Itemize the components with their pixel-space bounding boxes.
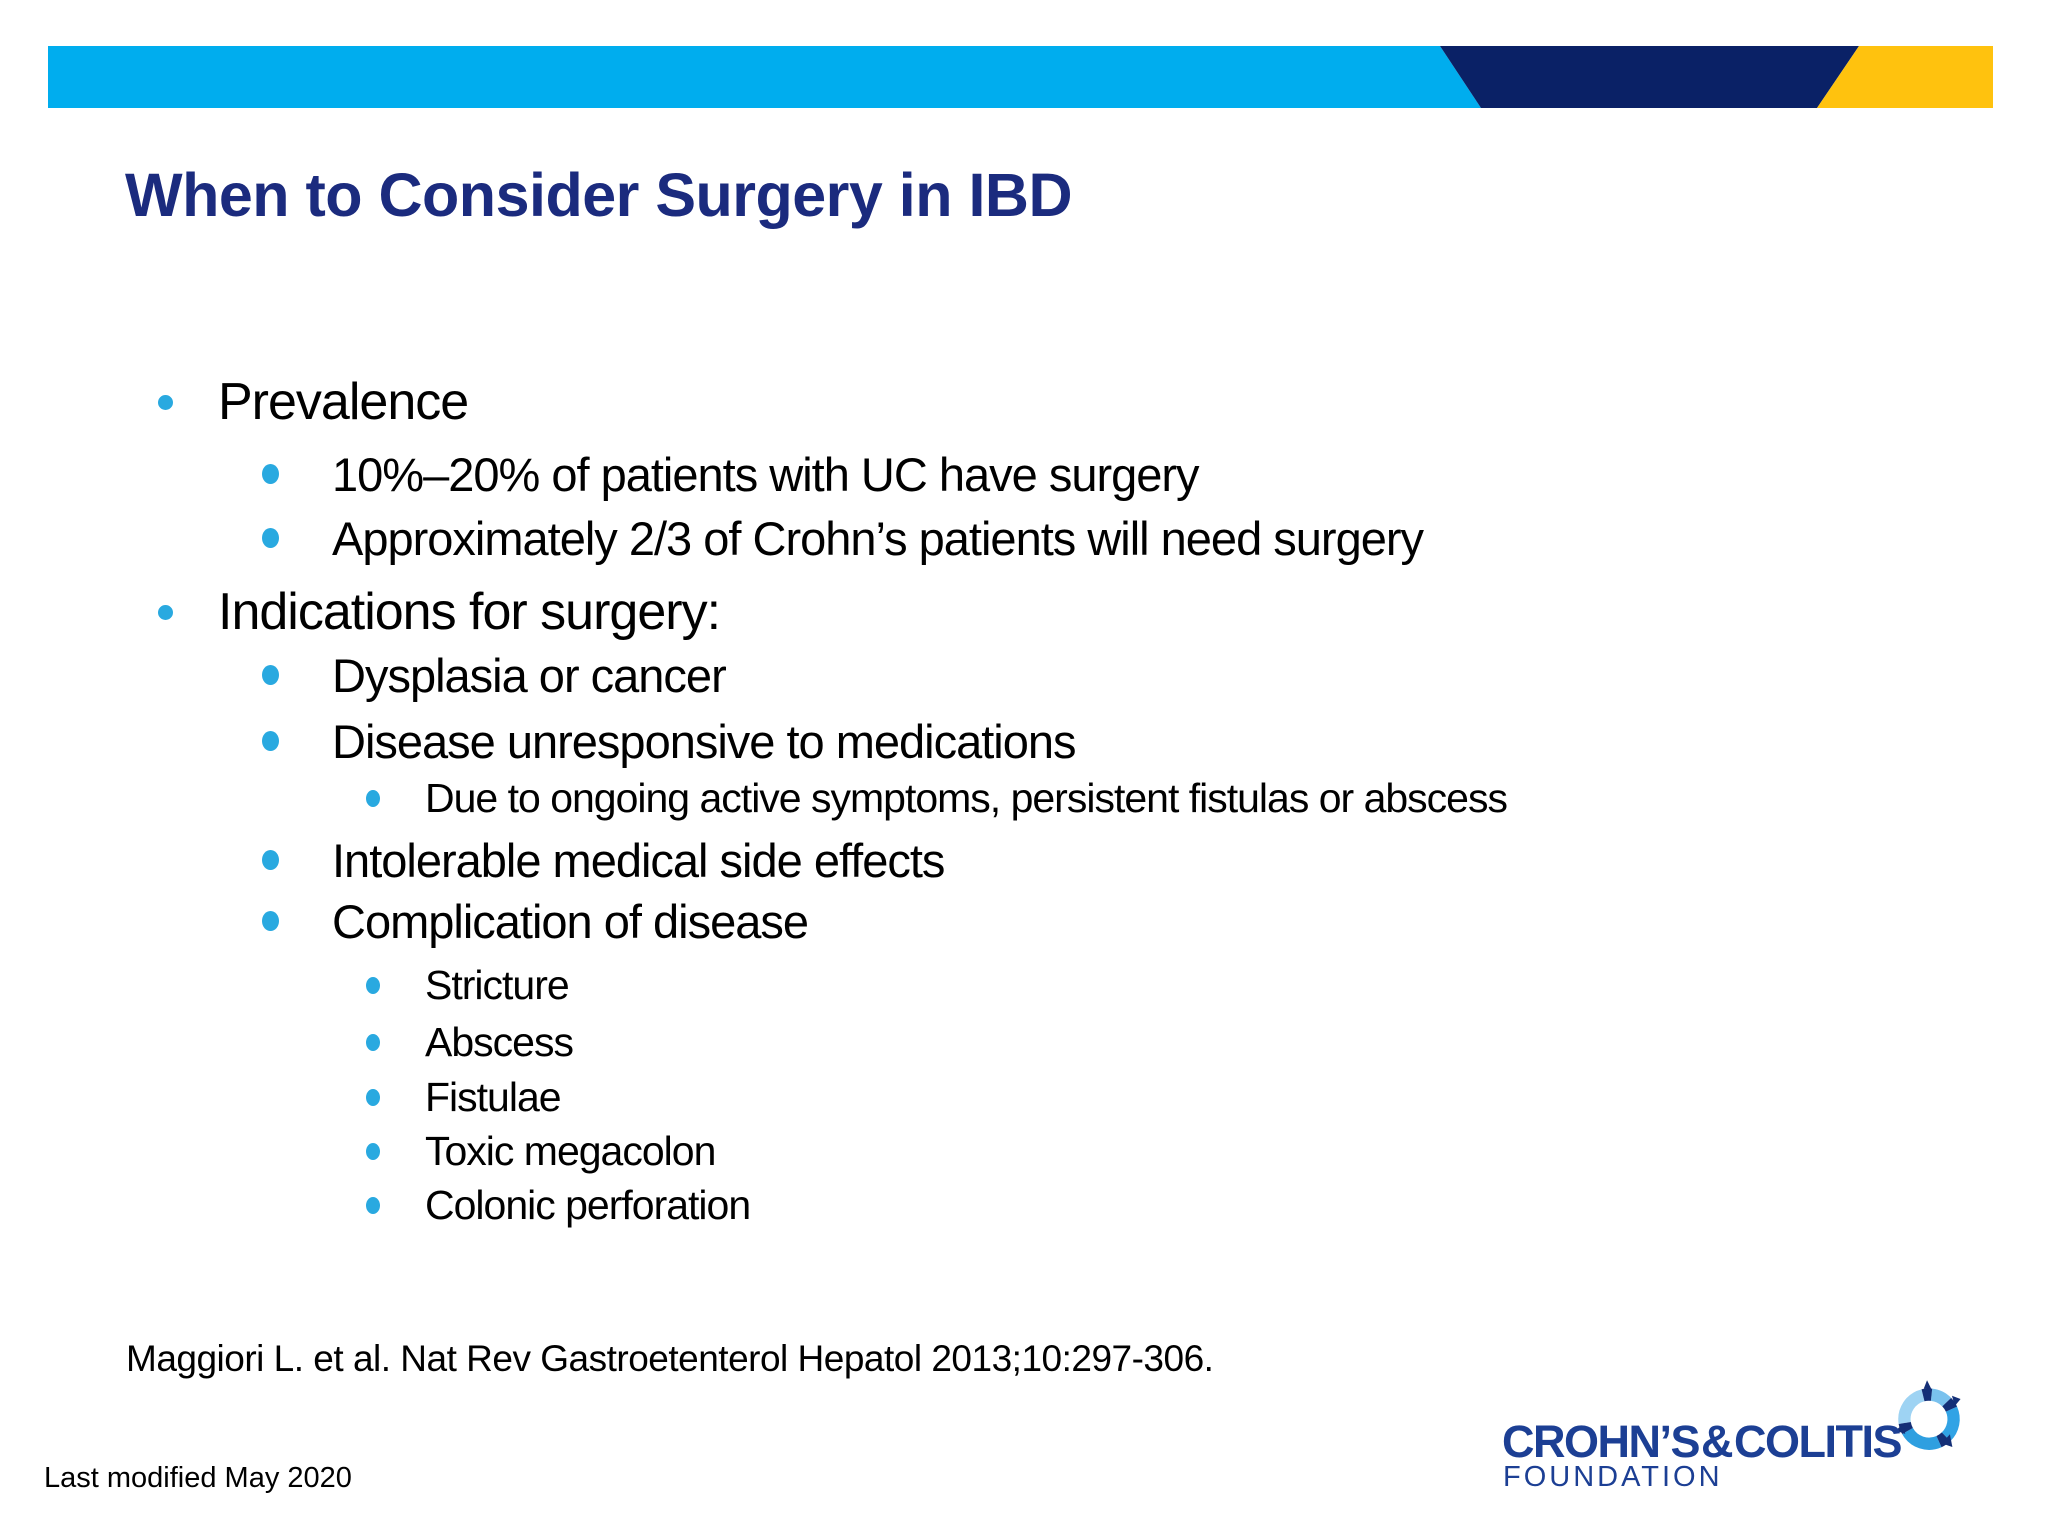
bullet-text: Due to ongoing active symptoms, persiste… [425, 774, 1508, 821]
bullet-text: 10%–20% of patients with UC have surgery [332, 447, 1200, 501]
bullet-icon [366, 1088, 380, 1106]
bullet-item-prevalence: Prevalence [158, 373, 469, 431]
citation: Maggiori L. et al. Nat Rev Gastroetenter… [126, 1338, 1214, 1379]
bullet-text: Toxic megacolon [425, 1127, 716, 1174]
banner-navy-band [1440, 46, 1859, 108]
bullet-icon [262, 731, 279, 751]
logo-name-colitis: COLITIS [1734, 1416, 1903, 1467]
bullet-icon [366, 1033, 380, 1051]
bullet-item-dysplasia: Dysplasia or cancer [262, 648, 727, 702]
slide-title: When to Consider Surgery in IBD [125, 161, 1073, 229]
bullet-text: Complication of disease [332, 894, 809, 948]
bullet-icon [262, 528, 279, 548]
star-mark-icon [1895, 1380, 1961, 1450]
bullet-item-fistulae: Fistulae [366, 1073, 562, 1120]
bullet-item-stricture: Stricture [366, 961, 570, 1008]
bullet-text: Stricture [425, 961, 570, 1008]
bullet-icon [262, 850, 279, 870]
bullet-item-complication: Complication of disease [262, 894, 809, 948]
bullet-text: Fistulae [425, 1073, 562, 1120]
bullet-text: Colonic perforation [425, 1181, 751, 1228]
bullet-item-unresponsive: Disease unresponsive to medications [262, 714, 1077, 768]
logo-name-crohns: CROHN’S [1502, 1416, 1701, 1467]
bullet-icon [262, 911, 279, 931]
last-modified-note: Last modified May 2020 [44, 1462, 352, 1494]
logo-ampersand: & [1701, 1416, 1734, 1467]
bullet-item-uc-surgery: 10%–20% of patients with UC have surgery [262, 447, 1200, 501]
banner-light-blue-band [48, 46, 1481, 108]
bullet-item-side-effects: Intolerable medical side effects [262, 833, 945, 887]
bullet-text: Disease unresponsive to medications [332, 714, 1077, 768]
bullet-item-ongoing-symptoms: Due to ongoing active symptoms, persiste… [366, 774, 1508, 821]
bullet-text: Abscess [425, 1018, 574, 1065]
bullet-item-indications: Indications for surgery: [158, 583, 721, 641]
bullet-icon [366, 789, 380, 807]
logo-name: CROHN’S&COLITIS [1502, 1416, 1903, 1468]
foundation-logo: CROHN’S&COLITIS FOUNDATION [1500, 1368, 1980, 1518]
bullet-icon [366, 976, 380, 994]
bullet-item-toxic-megacolon: Toxic megacolon [366, 1127, 716, 1174]
bullet-icon [158, 394, 173, 410]
bullet-item-abscess: Abscess [366, 1018, 574, 1065]
banner-decoration [48, 46, 1993, 108]
bullet-icon [158, 604, 173, 620]
banner-gold-band [1817, 46, 1993, 108]
bullet-icon [366, 1196, 380, 1214]
bullet-icon [262, 665, 279, 685]
bullet-text: Prevalence [218, 373, 469, 431]
bullet-icon [262, 464, 279, 484]
bullet-text: Approximately 2/3 of Crohn’s patients wi… [332, 511, 1424, 565]
bullet-item-colonic-perforation: Colonic perforation [366, 1181, 751, 1228]
bullet-icon [366, 1142, 380, 1160]
bullet-text: Dysplasia or cancer [332, 648, 727, 702]
bullet-item-crohns-surgery: Approximately 2/3 of Crohn’s patients wi… [262, 511, 1424, 565]
logo-subtitle: FOUNDATION [1503, 1461, 1723, 1493]
bullet-text: Indications for surgery: [218, 583, 721, 641]
bullet-text: Intolerable medical side effects [332, 833, 945, 887]
